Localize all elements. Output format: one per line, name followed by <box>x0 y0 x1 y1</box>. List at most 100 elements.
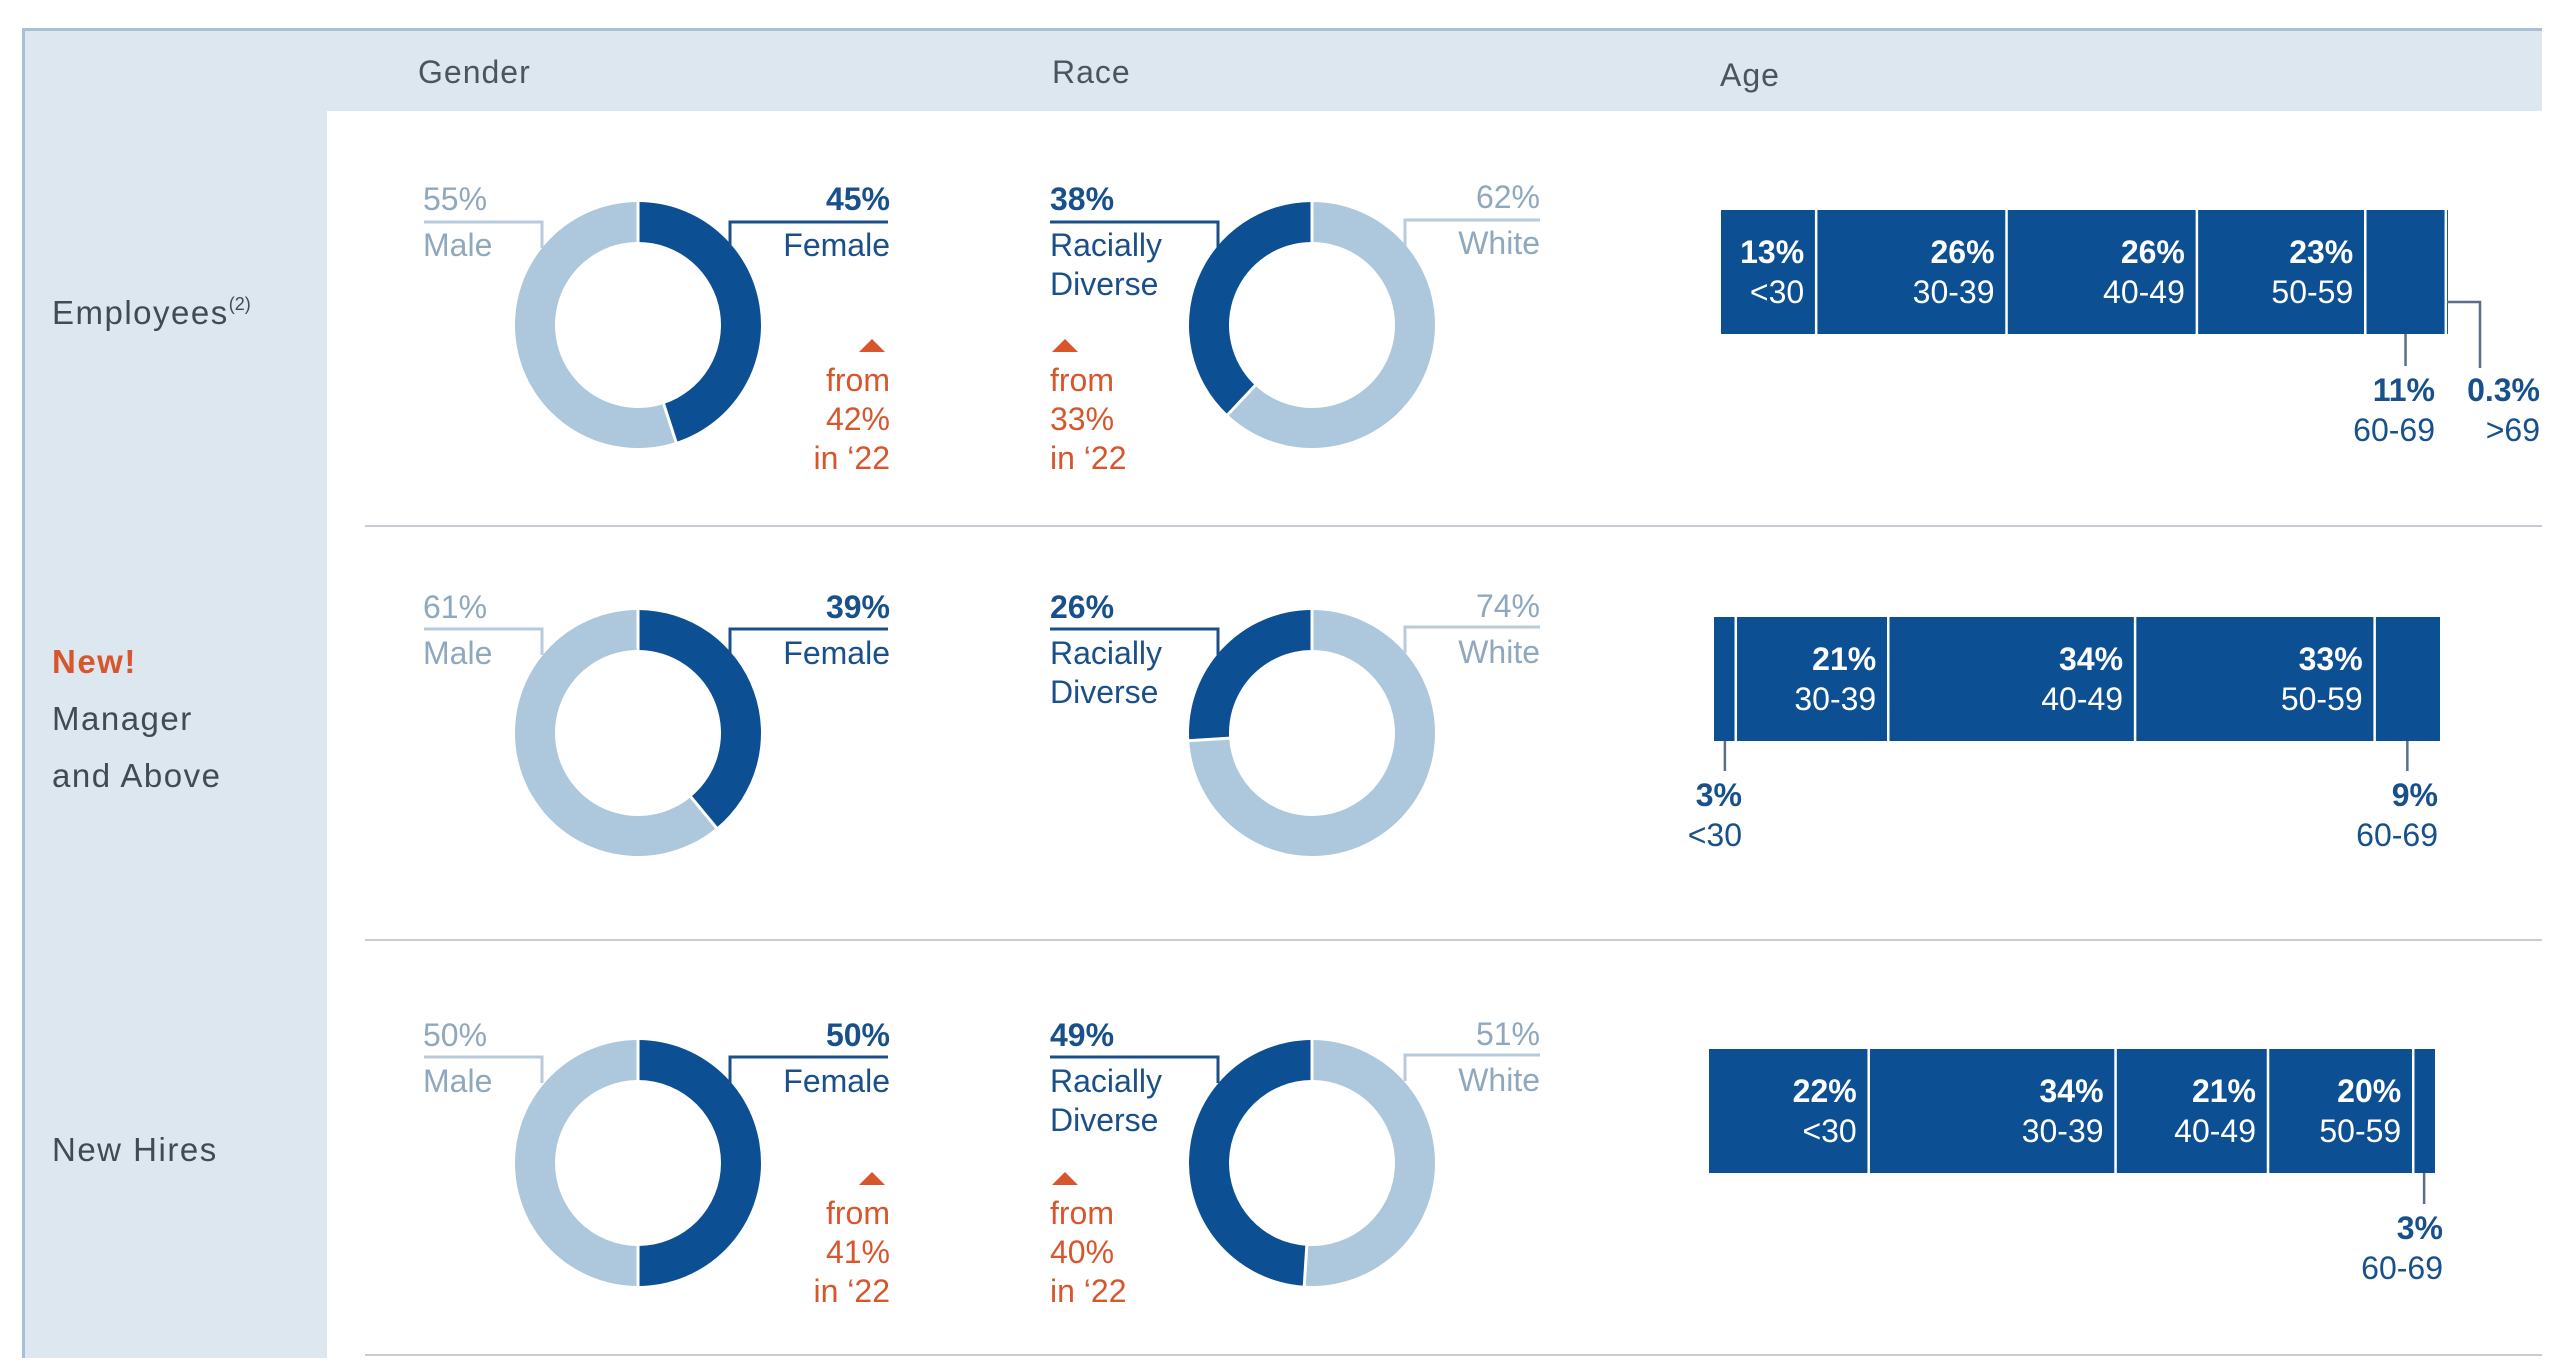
change-annotation: in ‘22 <box>813 1273 891 1309</box>
donut-label-pct: 51% <box>1475 1016 1540 1052</box>
donut-label-pct: 61% <box>423 589 488 625</box>
age-segment-pct: 21% <box>2191 1073 2256 1109</box>
change-annotation: in ‘22 <box>813 440 891 476</box>
age-bar-segment <box>2135 617 2375 741</box>
donut-slice <box>638 1040 761 1286</box>
age-segment-category: >69 <box>2485 412 2540 448</box>
donut-slice <box>514 202 677 448</box>
donut-label: Racially <box>1050 635 1163 671</box>
donut-slice <box>515 610 717 856</box>
donut-label: Male <box>423 635 493 671</box>
age-bar-segment <box>2115 1049 2269 1173</box>
age-segment-pct: 11% <box>2372 372 2435 408</box>
donut-label: Racially <box>1050 227 1163 263</box>
age-bar-segment <box>1721 210 1817 334</box>
age-segment-label: 20% 50-59 <box>2268 1071 2401 1151</box>
up-triangle-icon <box>1052 1172 1078 1185</box>
slice-separator <box>661 402 678 444</box>
donut-label: White <box>1458 225 1540 261</box>
age-segment-category: 30-39 <box>2021 1113 2104 1149</box>
age-bar-segment <box>2374 617 2440 741</box>
donut-label-pct: 62% <box>1475 179 1540 215</box>
slice-separator <box>1226 383 1257 417</box>
age-segment-pct: 34% <box>2059 641 2124 677</box>
donut-label: Male <box>423 1063 493 1099</box>
age-bar-segment <box>1868 1049 2116 1173</box>
donut-slice <box>638 610 761 828</box>
age-bar-segment <box>2196 210 2366 334</box>
age-outside-label: 3% 60-69 <box>2283 1208 2443 1288</box>
change-annotation: from <box>826 362 890 398</box>
donut-label: Diverse <box>1050 266 1159 302</box>
donut-label: Female <box>783 635 890 671</box>
leader-line <box>1050 1055 1220 1083</box>
manager-label-line1: Manager <box>52 700 193 737</box>
footnote-marker: (2) <box>228 294 251 314</box>
age-segment-category: 40-49 <box>2041 681 2124 717</box>
age-bar-segment <box>2006 210 2197 334</box>
donut-slice <box>1227 202 1435 448</box>
age-outside-label: 3% <30 <box>1582 775 1742 855</box>
donut-label: White <box>1458 1062 1540 1098</box>
donut-label-pct: 49% <box>1050 1017 1115 1053</box>
age-outside-label: 11% 60-69 <box>2275 370 2435 450</box>
age-segment-pct: 3% <box>1695 777 1742 813</box>
donut-label: Male <box>423 227 493 263</box>
leader-line <box>1050 220 1220 248</box>
donut-label-pct: 55% <box>423 181 488 217</box>
donut-label-pct: 39% <box>825 589 890 625</box>
header-band <box>25 31 2542 111</box>
manager-label-line2: and Above <box>52 757 222 794</box>
age-bar-segment <box>1888 617 2136 741</box>
age-leader-line <box>2447 300 2482 368</box>
age-bar-segment <box>1709 1049 1869 1173</box>
donut-slice <box>1189 202 1312 415</box>
leader-line <box>424 627 544 655</box>
age-segment-label: 33% 50-59 <box>2135 639 2363 719</box>
donut-slice <box>1304 1040 1435 1286</box>
row-divider <box>365 1354 2542 1356</box>
leader-line <box>1403 625 1540 653</box>
age-bar-segment <box>2413 1049 2435 1173</box>
age-segment-category: 50-59 <box>2271 274 2354 310</box>
top-rule <box>22 28 2542 31</box>
change-annotation: 42% <box>825 401 890 437</box>
age-bar-segment <box>2268 1049 2414 1173</box>
age-segment-category: 50-59 <box>2280 681 2363 717</box>
donut-label-pct: 38% <box>1050 181 1115 217</box>
donut-slice <box>1188 1040 1312 1286</box>
age-segment-category: <30 <box>1802 1113 1857 1149</box>
row-divider <box>365 939 2542 941</box>
leader-line <box>728 627 888 655</box>
donut-slice <box>638 202 761 442</box>
leader-line <box>1403 1053 1540 1081</box>
up-triangle-icon <box>1052 339 1078 352</box>
age-segment-pct: 3% <box>2396 1210 2443 1246</box>
age-segment-pct: 23% <box>2289 234 2354 270</box>
age-segment-pct: 9% <box>2391 777 2438 813</box>
donut-slice <box>515 1040 638 1286</box>
change-annotation: 33% <box>1050 401 1115 437</box>
age-outside-label: 0.3% >69 <box>2380 370 2540 450</box>
age-bar-segment <box>1735 617 1889 741</box>
age-segment-category: 30-39 <box>1794 681 1877 717</box>
leader-line <box>1050 627 1220 655</box>
slice-separator <box>1302 1244 1309 1287</box>
age-segment-pct: 33% <box>2298 641 2363 677</box>
age-segment-label: 26% 40-49 <box>2007 232 2185 312</box>
age-segment-pct: 22% <box>1792 1073 1857 1109</box>
slice-separator <box>689 795 719 830</box>
change-annotation: in ‘22 <box>1050 1273 1127 1309</box>
up-triangle-icon <box>859 339 885 352</box>
age-segment-category: 60-69 <box>2353 412 2435 448</box>
change-annotation: from <box>826 1195 890 1231</box>
up-triangle-icon <box>859 1172 885 1185</box>
change-annotation: from <box>1050 1195 1114 1231</box>
slice-separator <box>1188 736 1231 743</box>
age-segment-pct: 20% <box>2337 1073 2402 1109</box>
left-rule <box>22 28 25 1358</box>
manager-row-label: New! Manager and Above <box>52 633 221 804</box>
donut-label: Diverse <box>1050 1102 1159 1138</box>
